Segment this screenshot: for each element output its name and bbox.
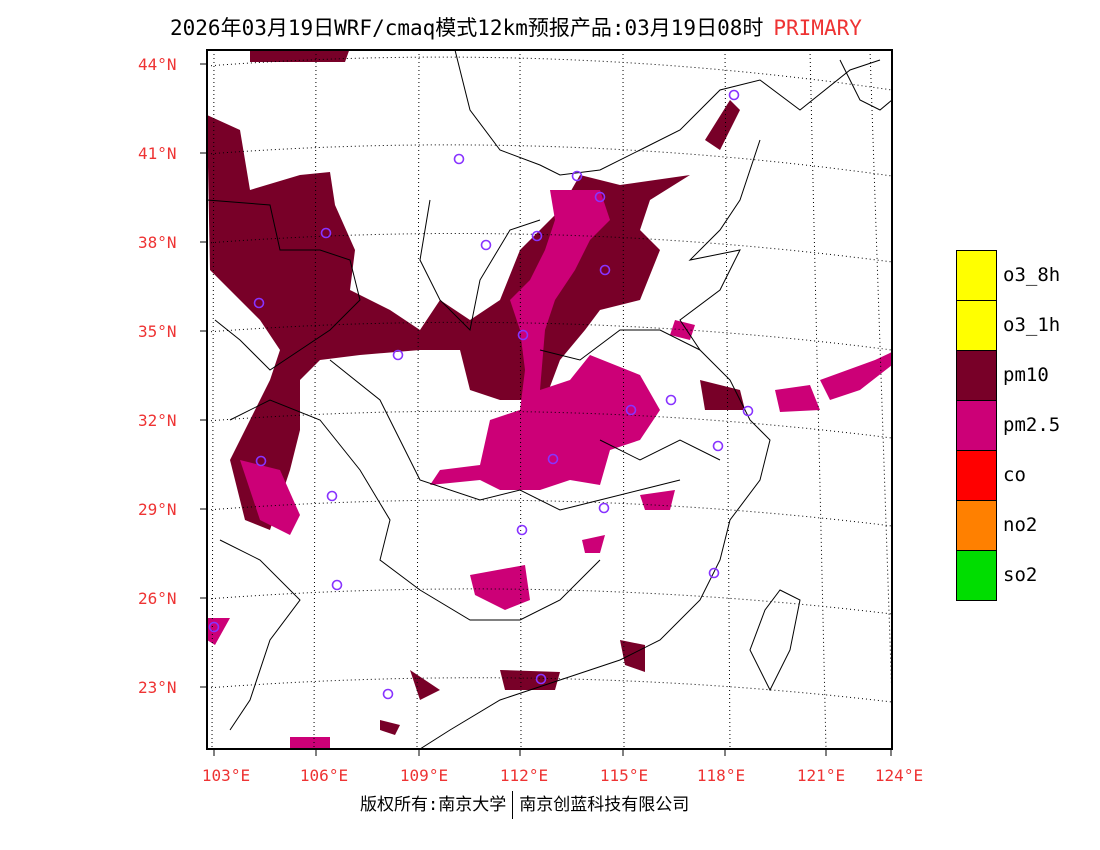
chart-title: 2026年03月19日WRF/cmaq模式12km预报产品:03月19日08时 P… bbox=[170, 12, 862, 42]
lon-tick: 115°E bbox=[599, 766, 649, 785]
lat-tick: 35°N bbox=[138, 322, 177, 341]
legend-item-no2: no2 bbox=[956, 500, 1060, 550]
copyright-footer: 版权所有:南京大学 南京创蓝科技有限公司 bbox=[360, 790, 689, 819]
legend-label: pm2.5 bbox=[1003, 414, 1061, 436]
legend-item-pm10: pm10 bbox=[956, 350, 1060, 400]
legend-label: pm10 bbox=[1003, 364, 1049, 386]
legend-swatch bbox=[956, 500, 997, 550]
lon-tick: 121°E bbox=[796, 766, 846, 785]
boundaries bbox=[207, 50, 892, 749]
lon-tick: 106°E bbox=[299, 766, 349, 785]
lon-tick: 124°E bbox=[874, 766, 924, 785]
lat-tick: 38°N bbox=[138, 233, 177, 252]
lat-tick: 32°N bbox=[138, 411, 177, 430]
lat-tick: 26°N bbox=[138, 589, 177, 608]
legend-swatch bbox=[956, 350, 997, 400]
legend-swatch bbox=[956, 549, 997, 601]
axis-ticks bbox=[200, 63, 892, 756]
legend-item-pm25: pm2.5 bbox=[956, 400, 1060, 450]
legend-item-so2: so2 bbox=[956, 549, 1060, 601]
legend-item-co: co bbox=[956, 450, 1060, 500]
pm10-regions bbox=[207, 50, 745, 735]
copyright-company: 南京创蓝科技有限公司 bbox=[519, 795, 690, 815]
copyright-owner: 版权所有:南京大学 bbox=[360, 795, 507, 815]
legend-item-o3-8h: o3_8h bbox=[956, 250, 1060, 300]
legend-item-o3-1h: o3_1h bbox=[956, 300, 1060, 350]
lon-tick: 118°E bbox=[696, 766, 746, 785]
lat-tick: 29°N bbox=[138, 500, 177, 519]
legend-swatch bbox=[956, 450, 997, 500]
legend-label: o3_1h bbox=[1003, 314, 1061, 336]
lat-tick: 41°N bbox=[138, 144, 177, 163]
title-text: 2026年03月19日WRF/cmaq模式12km预报产品:03月19日08时 bbox=[170, 16, 764, 40]
lon-tick: 109°E bbox=[399, 766, 449, 785]
map-frame bbox=[206, 49, 893, 750]
legend-label: co bbox=[1003, 464, 1026, 486]
lat-tick: 23°N bbox=[138, 678, 177, 697]
lat-tick: 44°N bbox=[138, 55, 177, 74]
legend-label: so2 bbox=[1003, 564, 1038, 586]
legend: o3_8h o3_1h pm10 pm2.5 co no2 so2 bbox=[956, 250, 1060, 601]
legend-swatch bbox=[956, 300, 997, 350]
lon-tick: 103°E bbox=[201, 766, 251, 785]
pm25-regions bbox=[207, 190, 892, 749]
legend-swatch bbox=[956, 400, 997, 450]
legend-label: o3_8h bbox=[1003, 264, 1061, 286]
legend-swatch bbox=[956, 250, 997, 300]
graticule bbox=[207, 50, 892, 749]
primary-tag: PRIMARY bbox=[773, 16, 862, 40]
legend-label: no2 bbox=[1003, 514, 1038, 536]
lon-tick: 112°E bbox=[499, 766, 549, 785]
station-markers bbox=[208, 89, 754, 700]
